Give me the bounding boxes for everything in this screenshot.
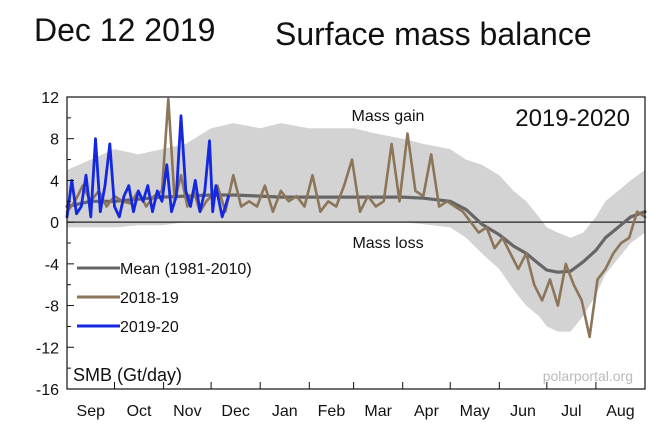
y-tick-label: -12 xyxy=(36,340,59,357)
x-tick-label: Feb xyxy=(318,403,346,420)
mass-gain-label: Mass gain xyxy=(352,108,425,125)
y-axis-label: SMB (Gt/day) xyxy=(73,365,182,385)
x-tick-label: Jul xyxy=(561,403,581,420)
season-label: 2019-2020 xyxy=(515,105,630,132)
x-tick-label: Sep xyxy=(77,403,106,420)
chart-date: Dec 12 2019 xyxy=(34,12,216,48)
y-tick-label: -16 xyxy=(36,382,59,399)
legend-label: 2018-19 xyxy=(120,290,179,307)
x-tick-label: Aug xyxy=(606,403,634,420)
chart-title: Surface mass balance xyxy=(275,16,592,52)
x-tick-label: Oct xyxy=(127,403,152,420)
mass-loss-label: Mass loss xyxy=(352,235,423,252)
y-tick-label: 12 xyxy=(41,90,59,107)
series-2019-20-line xyxy=(65,114,230,219)
y-tick-label: 0 xyxy=(50,215,59,232)
x-tick-label: Mar xyxy=(364,403,392,420)
mean-1981-2010-line xyxy=(65,193,647,274)
y-tick-label: -4 xyxy=(45,257,59,274)
x-tick-label: Jun xyxy=(510,403,536,420)
y-tick-label: 8 xyxy=(50,132,59,149)
y-tick-label: -8 xyxy=(45,299,59,316)
legend-label: Mean (1981-2010) xyxy=(120,261,252,278)
x-tick-label: Nov xyxy=(173,403,201,420)
x-tick-label: Jan xyxy=(272,403,298,420)
source-credit: polarportal.org xyxy=(543,368,633,384)
y-tick-label: 4 xyxy=(50,173,59,190)
x-tick-label: Dec xyxy=(221,403,249,420)
x-tick-label: Apr xyxy=(414,403,440,420)
legend-label: 2019-20 xyxy=(120,319,179,336)
x-tick-label: May xyxy=(460,403,490,420)
series-2018-19-line xyxy=(65,97,647,339)
legend: Mean (1981-2010) 2018-19 2019-20 xyxy=(77,261,252,336)
